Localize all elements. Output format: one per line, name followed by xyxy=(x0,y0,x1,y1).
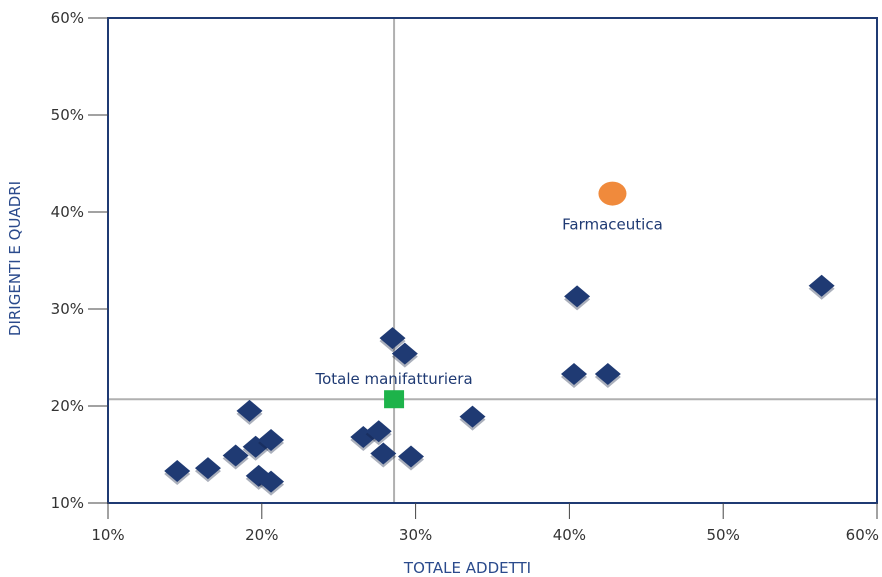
y-tick-label: 10% xyxy=(51,494,84,512)
x-tick-label: 10% xyxy=(91,526,124,544)
sector-point xyxy=(370,442,397,465)
sector-point xyxy=(397,445,424,468)
x-tick-label: 30% xyxy=(399,526,432,544)
sector-point xyxy=(459,405,486,428)
x-tick-label: 20% xyxy=(245,526,278,544)
sector-point xyxy=(258,470,285,493)
sector-point xyxy=(236,399,263,422)
y-tick-label: 40% xyxy=(51,203,84,221)
reference-lines xyxy=(108,18,877,503)
sector-point xyxy=(258,428,285,451)
y-axis-title: DIRIGENTI E QUADRI xyxy=(6,181,24,336)
y-axis: 10% 20% 30% 40% 50% 60% xyxy=(51,9,108,512)
y-tick-label: 50% xyxy=(51,106,84,124)
sector-point xyxy=(391,342,418,365)
sector-point xyxy=(222,444,249,467)
plot-frame xyxy=(107,17,878,504)
sector-point xyxy=(164,459,191,482)
highlight-point xyxy=(598,181,627,206)
x-axis: 10% 20% 30% 40% 50% 60% xyxy=(91,503,879,544)
y-tick-label: 60% xyxy=(51,9,84,27)
x-tick-label: 50% xyxy=(707,526,740,544)
sector-point xyxy=(561,362,588,385)
sector-point xyxy=(594,362,621,385)
x-tick-label: 40% xyxy=(553,526,586,544)
sector-point xyxy=(365,420,392,443)
y-tick-label: 20% xyxy=(51,397,84,415)
total-point xyxy=(384,390,405,409)
x-tick-label: 60% xyxy=(846,526,879,544)
y-tick-label: 30% xyxy=(51,300,84,318)
total-label: Totale manifatturiera xyxy=(314,370,472,388)
sector-point xyxy=(808,274,835,297)
x-axis-title: TOTALE ADDETTI xyxy=(403,559,531,577)
sector-point xyxy=(242,435,269,458)
annotations: Totale manifatturiera Farmaceutica xyxy=(314,216,662,389)
sector-point xyxy=(194,457,221,480)
sector-point xyxy=(379,327,406,350)
sector-point xyxy=(564,285,591,308)
data-points xyxy=(164,181,835,496)
highlight-label: Farmaceutica xyxy=(562,216,663,234)
